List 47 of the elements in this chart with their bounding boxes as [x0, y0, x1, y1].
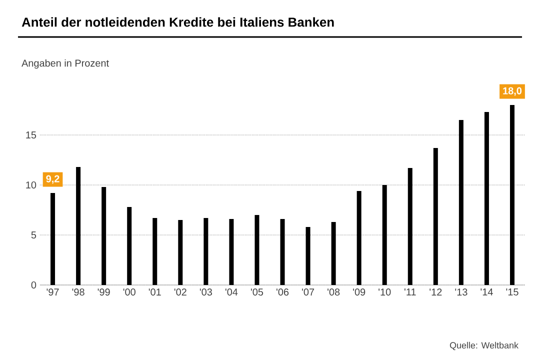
bar — [510, 105, 514, 285]
x-tick-label: '05 — [250, 288, 264, 296]
bar — [204, 218, 208, 285]
bar — [76, 167, 81, 285]
x-tick-label: '02 — [174, 288, 186, 296]
x-tick-label: '09 — [353, 288, 366, 296]
source-note: Quelle: Weltbank — [450, 342, 518, 350]
bar — [102, 187, 106, 285]
bar — [458, 120, 464, 285]
y-tick-label: 0 — [31, 281, 36, 289]
bar — [178, 220, 183, 285]
bar — [484, 112, 489, 285]
y-tick-label: 15 — [26, 132, 36, 138]
bar — [280, 219, 285, 285]
data-label: 18,0 — [503, 87, 522, 96]
y-tick-label: 10 — [26, 181, 36, 189]
bar — [382, 185, 387, 285]
x-tick-label: '97 — [46, 288, 59, 296]
bar — [408, 168, 412, 285]
data-label: 9,2 — [46, 175, 60, 184]
x-tick-label: '98 — [72, 288, 84, 296]
x-tick-label: '15 — [506, 288, 518, 296]
bar — [229, 219, 234, 285]
x-tick-label: '10 — [378, 288, 391, 296]
bar — [127, 207, 132, 285]
bar — [254, 215, 260, 285]
bar — [356, 191, 362, 285]
bar — [306, 227, 310, 285]
bar — [331, 222, 336, 285]
x-tick-label: '99 — [98, 288, 110, 296]
bar — [50, 193, 56, 285]
x-tick-label: '06 — [276, 288, 289, 296]
y-tick-label: 5 — [31, 232, 36, 238]
x-tick-label: '04 — [225, 288, 238, 296]
x-tick-label: '07 — [302, 288, 314, 296]
chart-title: Anteil der notleidenden Kredite bei Italiens Banken — [22, 17, 334, 27]
bar — [433, 148, 438, 285]
x-tick-label: '14 — [480, 288, 493, 296]
x-tick-label: '11 — [404, 288, 416, 296]
x-tick-label: '01 — [148, 288, 161, 296]
x-tick-label: '03 — [200, 288, 212, 296]
x-tick-label: '12 — [430, 288, 442, 296]
x-tick-label: '00 — [123, 288, 136, 296]
bar — [152, 218, 158, 285]
chart-subtitle: Angaben in Prozent — [22, 59, 109, 69]
x-tick-label: '13 — [455, 288, 468, 296]
x-tick-label: '08 — [328, 288, 340, 296]
